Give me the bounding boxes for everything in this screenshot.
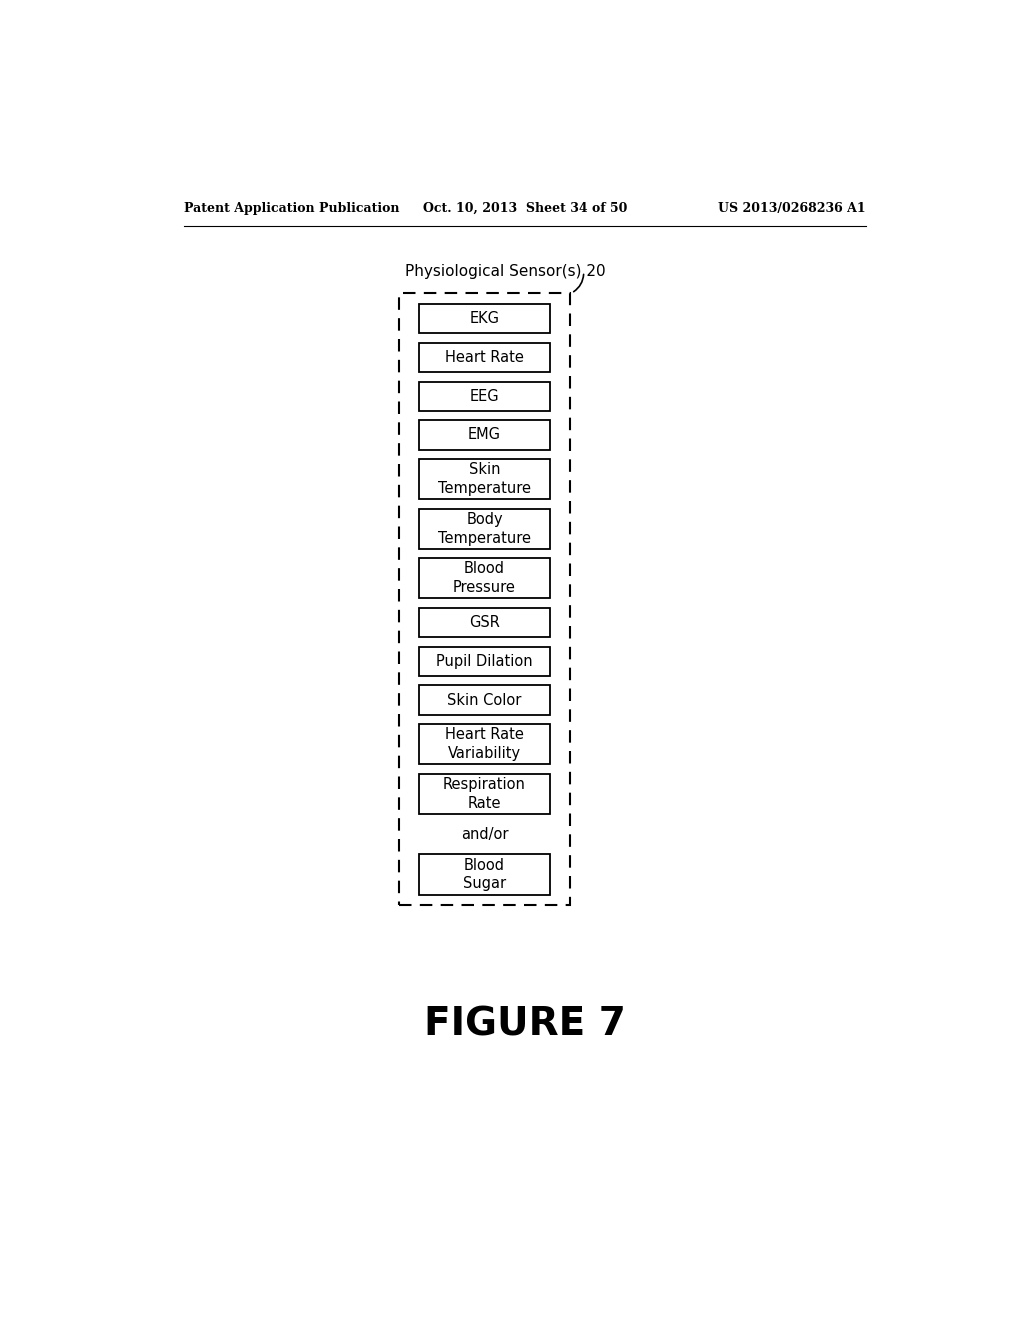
Bar xyxy=(419,607,550,638)
Text: Heart Rate
Variability: Heart Rate Variability xyxy=(445,727,524,762)
Text: EKG: EKG xyxy=(469,312,500,326)
Text: Skin
Temperature: Skin Temperature xyxy=(438,462,531,496)
Bar xyxy=(399,293,569,906)
Text: EMG: EMG xyxy=(468,428,501,442)
Text: Heart Rate: Heart Rate xyxy=(445,350,524,364)
Text: Skin Color: Skin Color xyxy=(447,693,521,708)
Text: Respiration
Rate: Respiration Rate xyxy=(443,777,526,810)
Text: Physiological Sensor(s) 20: Physiological Sensor(s) 20 xyxy=(406,264,606,280)
Text: EEG: EEG xyxy=(470,388,500,404)
Text: Oct. 10, 2013  Sheet 34 of 50: Oct. 10, 2013 Sheet 34 of 50 xyxy=(423,202,627,215)
Bar xyxy=(419,304,550,333)
Bar xyxy=(419,459,550,499)
Bar xyxy=(419,774,550,814)
Bar xyxy=(419,685,550,714)
Text: Pupil Dilation: Pupil Dilation xyxy=(436,653,532,669)
Text: US 2013/0268236 A1: US 2013/0268236 A1 xyxy=(718,202,866,215)
Bar xyxy=(419,508,550,549)
Bar xyxy=(419,381,550,411)
Text: Body
Temperature: Body Temperature xyxy=(438,512,531,545)
Text: Blood
Sugar: Blood Sugar xyxy=(463,858,506,891)
Text: and/or: and/or xyxy=(461,826,508,842)
Bar xyxy=(419,647,550,676)
Bar xyxy=(419,725,550,764)
Text: Blood
Pressure: Blood Pressure xyxy=(453,561,516,595)
Text: GSR: GSR xyxy=(469,615,500,630)
Bar xyxy=(419,558,550,598)
Text: Patent Application Publication: Patent Application Publication xyxy=(183,202,399,215)
Bar xyxy=(419,420,550,450)
Bar xyxy=(419,343,550,372)
Text: FIGURE 7: FIGURE 7 xyxy=(424,1006,626,1044)
Bar xyxy=(419,854,550,895)
